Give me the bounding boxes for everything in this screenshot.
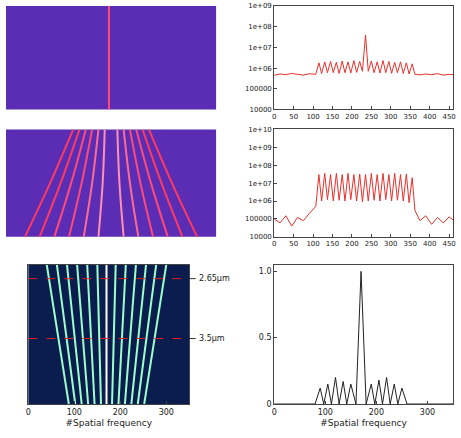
svg-text:350: 350 bbox=[404, 240, 417, 248]
svg-text:0: 0 bbox=[267, 400, 272, 409]
svg-text:200: 200 bbox=[345, 113, 358, 121]
svg-text:100: 100 bbox=[306, 240, 319, 248]
svg-text:400: 400 bbox=[423, 240, 436, 248]
svg-text:2.65μm: 2.65μm bbox=[199, 274, 230, 283]
svg-text:450: 450 bbox=[442, 240, 455, 248]
svg-text:0: 0 bbox=[272, 408, 277, 417]
svg-text:1e+09: 1e+09 bbox=[248, 2, 272, 10]
svg-text:150: 150 bbox=[326, 113, 339, 121]
svg-text:0: 0 bbox=[272, 113, 276, 121]
svg-text:0: 0 bbox=[272, 240, 276, 248]
svg-text:10000: 10000 bbox=[250, 106, 272, 114]
svg-text:450: 450 bbox=[442, 113, 455, 121]
svg-text:200: 200 bbox=[369, 408, 384, 417]
svg-text:100: 100 bbox=[306, 113, 319, 121]
svg-text:1e+09: 1e+09 bbox=[248, 144, 272, 152]
svg-text:300: 300 bbox=[384, 113, 397, 121]
svg-text:1e+06: 1e+06 bbox=[248, 65, 272, 73]
svg-text:250: 250 bbox=[365, 113, 378, 121]
svg-text:50: 50 bbox=[289, 240, 298, 248]
svg-text:300: 300 bbox=[384, 240, 397, 248]
svg-text:250: 250 bbox=[365, 240, 378, 248]
svg-text:0: 0 bbox=[26, 408, 31, 417]
svg-text:150: 150 bbox=[326, 240, 339, 248]
svg-text:3.5μm: 3.5μm bbox=[199, 334, 225, 343]
svg-text:1e+07: 1e+07 bbox=[248, 44, 272, 52]
svg-text:0.5: 0.5 bbox=[259, 333, 272, 342]
svg-text:#Spatial frequency: #Spatial frequency bbox=[320, 418, 407, 428]
svg-text:1e+06: 1e+06 bbox=[248, 197, 272, 205]
svg-text:100000: 100000 bbox=[245, 215, 272, 223]
svg-text:1e+08: 1e+08 bbox=[248, 162, 272, 170]
svg-text:300: 300 bbox=[420, 408, 435, 417]
svg-text:400: 400 bbox=[423, 113, 436, 121]
svg-text:300: 300 bbox=[159, 408, 174, 417]
svg-text:1e+07: 1e+07 bbox=[248, 180, 272, 188]
svg-text:350: 350 bbox=[404, 113, 417, 121]
svg-text:10000: 10000 bbox=[250, 233, 272, 241]
svg-text:200: 200 bbox=[113, 408, 128, 417]
svg-text:1e+10: 1e+10 bbox=[248, 126, 272, 134]
svg-text:1.0: 1.0 bbox=[259, 267, 272, 276]
svg-text:100000: 100000 bbox=[245, 85, 272, 93]
svg-text:50: 50 bbox=[289, 113, 298, 121]
svg-text:200: 200 bbox=[345, 240, 358, 248]
svg-text:100: 100 bbox=[318, 408, 333, 417]
svg-text:100: 100 bbox=[67, 408, 82, 417]
svg-text:1e+08: 1e+08 bbox=[248, 23, 272, 31]
svg-text:#Spatial frequency: #Spatial frequency bbox=[66, 418, 153, 428]
